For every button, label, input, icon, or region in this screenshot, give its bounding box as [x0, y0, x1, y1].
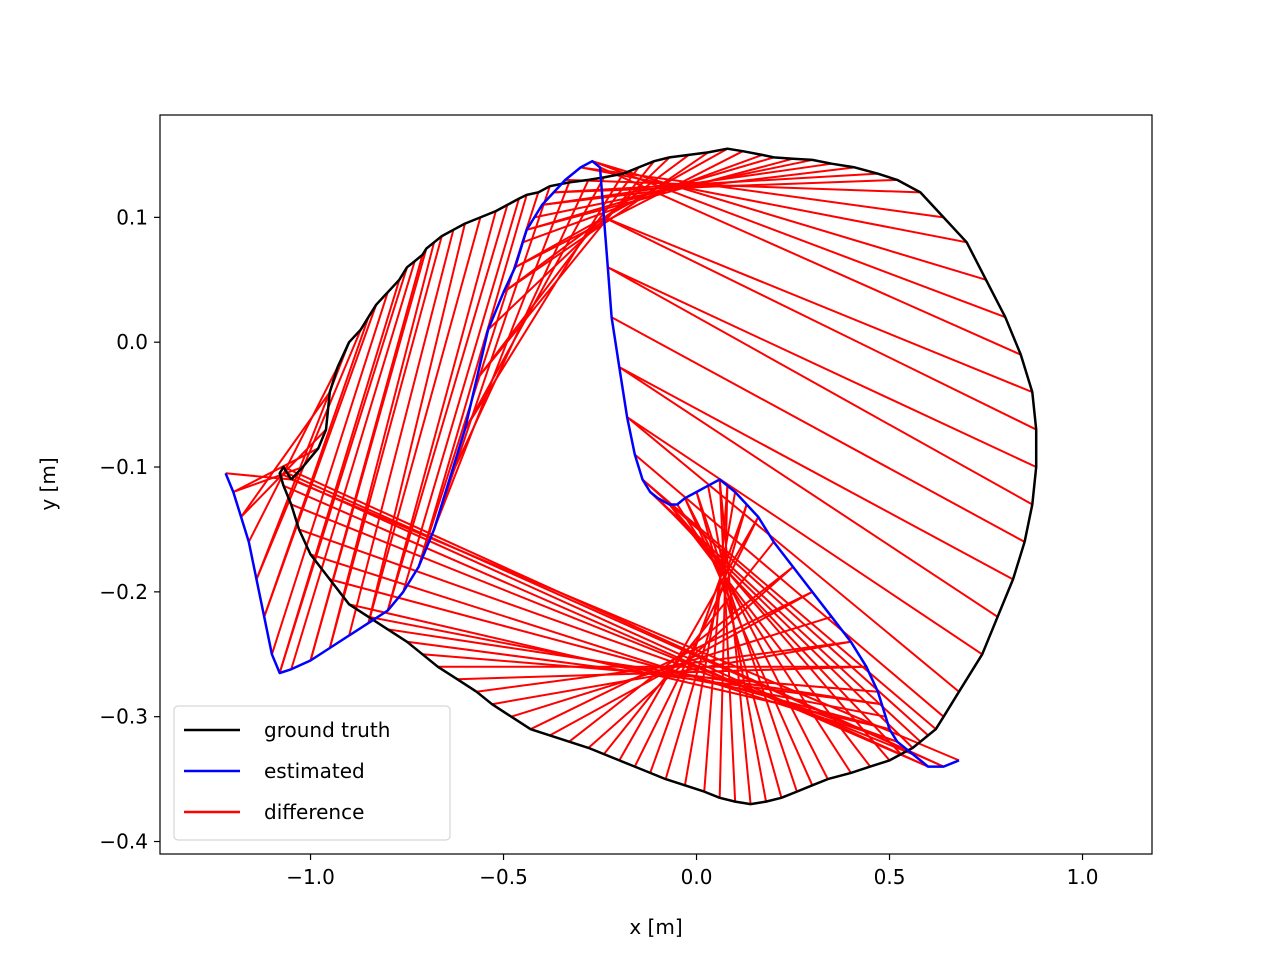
difference-segment	[475, 166, 640, 381]
difference-segment	[286, 472, 944, 768]
difference-segment	[329, 578, 890, 731]
difference-segment	[255, 329, 362, 580]
difference-segment	[270, 291, 389, 655]
difference-segment	[683, 491, 737, 786]
difference-segment	[611, 316, 1026, 543]
difference-segment	[298, 528, 898, 743]
series-layer	[224, 147, 1038, 806]
difference-segment	[367, 223, 466, 624]
difference-segment	[368, 615, 886, 718]
difference-segment	[279, 472, 929, 768]
difference-segment	[290, 478, 960, 762]
x-tick-label: 0.0	[681, 865, 713, 889]
y-axis-label: y [m]	[36, 457, 60, 510]
ground-truth-line	[278, 147, 1038, 806]
difference-segment	[487, 156, 671, 331]
difference-segment	[603, 216, 1037, 431]
legend: ground truth estimated difference	[173, 705, 451, 841]
difference-segment	[278, 266, 408, 674]
difference-segment	[684, 497, 829, 780]
x-axis-label: x [m]	[629, 915, 682, 939]
difference-segment	[514, 147, 728, 269]
difference-segment	[290, 260, 416, 670]
difference-segment	[247, 366, 339, 543]
difference-segment	[367, 217, 482, 624]
legend-box	[173, 705, 451, 841]
difference-segment	[553, 172, 879, 194]
difference-segment	[618, 366, 999, 618]
difference-segment	[607, 266, 1037, 468]
difference-segment	[649, 491, 914, 749]
difference-segment	[718, 479, 737, 802]
difference-segment	[618, 516, 760, 761]
difference-segment	[664, 504, 748, 780]
difference-segment	[386, 210, 497, 611]
difference-segment	[695, 491, 798, 792]
difference-segment	[433, 182, 571, 530]
ticks-layer: −1.0 −0.5 0.0 0.5 1.0 0.1 0.0 −0.1 −0.2 −0.3 −0.4	[99, 205, 1098, 889]
difference-segment	[348, 229, 455, 636]
difference-segment	[417, 194, 528, 568]
difference-segment	[402, 198, 520, 593]
difference-segment	[603, 216, 1033, 394]
x-tick-label: 1.0	[1067, 865, 1099, 889]
difference-segment	[707, 485, 767, 802]
difference-segment	[626, 416, 960, 693]
y-tick-label: 0.1	[116, 205, 148, 229]
y-tick-label: −0.1	[99, 455, 148, 479]
difference-segment	[618, 366, 1014, 581]
y-tick-label: −0.2	[99, 580, 148, 604]
difference-segment	[565, 178, 921, 194]
legend-label: ground truth	[264, 718, 390, 742]
difference-segment	[718, 485, 729, 798]
y-tick-label: 0.0	[116, 330, 148, 354]
difference-segment	[591, 160, 1006, 319]
x-tick-label: −1.0	[286, 865, 335, 889]
difference-segment	[592, 160, 987, 281]
difference-segment	[502, 151, 709, 294]
difference-segment	[475, 160, 655, 381]
difference-segment	[283, 484, 929, 768]
difference-segment	[580, 166, 967, 244]
difference-segment	[386, 204, 509, 611]
legend-label: estimated	[264, 759, 365, 783]
difference-segment	[328, 235, 443, 649]
y-tick-label: −0.3	[99, 705, 148, 729]
difference-segment	[626, 416, 983, 656]
difference-segment	[387, 628, 882, 706]
plot-frame	[159, 114, 1153, 855]
difference-segment	[514, 150, 744, 269]
difference-segment	[607, 266, 1033, 506]
legend-label: difference	[264, 800, 364, 824]
difference-segment	[309, 248, 428, 661]
y-tick-label: −0.4	[99, 830, 148, 854]
difference-segment	[718, 479, 752, 805]
difference-segment	[263, 304, 378, 618]
x-tick-label: 0.5	[874, 865, 906, 889]
x-tick-label: −0.5	[479, 865, 528, 889]
estimated-line	[224, 159, 960, 768]
difference-segment	[599, 166, 1022, 356]
